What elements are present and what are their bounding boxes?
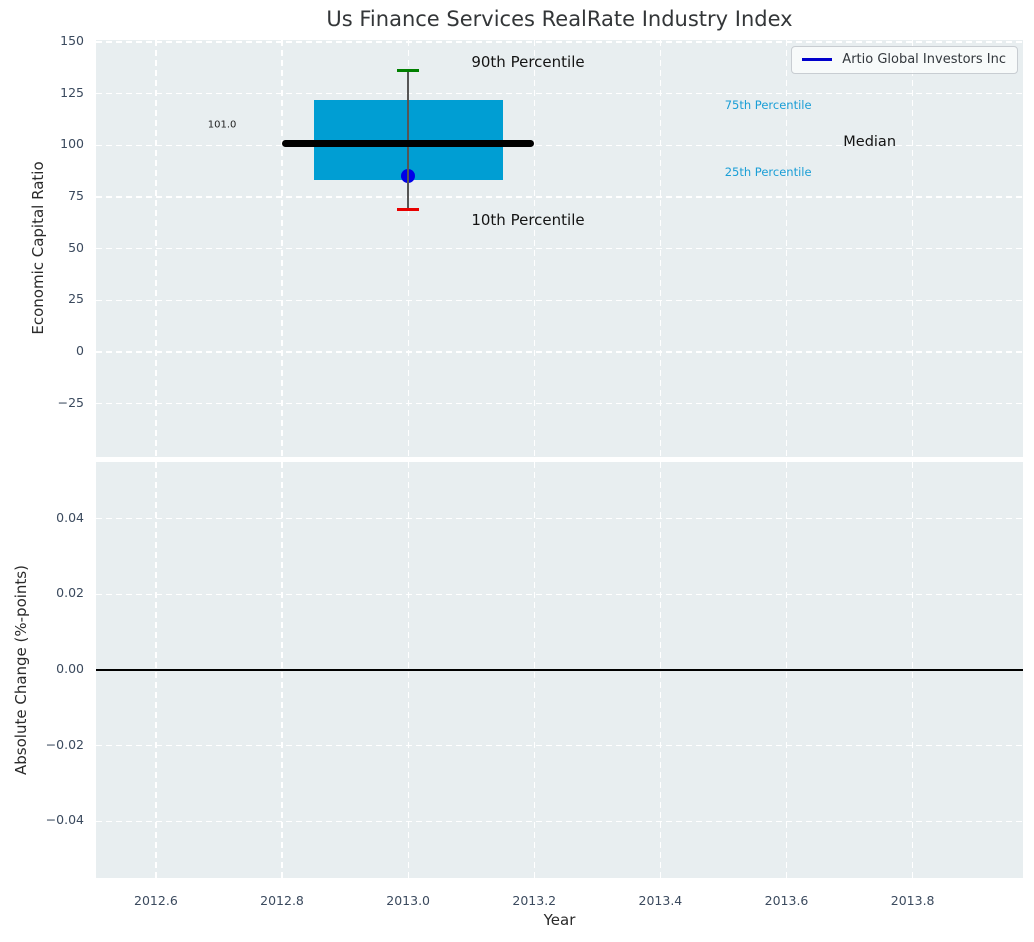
y-tick-label: −25: [57, 394, 84, 410]
gridline-vertical: [407, 40, 409, 457]
y-tick-label: 100: [60, 136, 84, 152]
x-tick-label: 2013.8: [890, 893, 935, 908]
median-line: [282, 139, 535, 147]
x-tick-label: 2013.2: [512, 893, 557, 908]
y-tick-label: 0.04: [56, 509, 84, 525]
y-tick-label: 25: [68, 291, 84, 307]
y-tick-label: 75: [68, 187, 84, 203]
y-tick-label: 0.00: [56, 661, 84, 676]
x-tick-label: 2013.0: [386, 893, 431, 908]
gridline-horizontal: [96, 744, 1023, 747]
gridline-horizontal: [96, 247, 1023, 250]
gridline-horizontal: [96, 402, 1023, 405]
whisker-cap-90th: [397, 69, 420, 73]
legend: Artio Global Investors Inc: [791, 46, 1018, 74]
y-tick-label: −0.04: [45, 812, 84, 828]
gridline-horizontal: [96, 593, 1023, 595]
gridline-vertical: [533, 40, 535, 457]
gridline-horizontal: [96, 41, 1023, 43]
annotation-75th-percentile: 75th Percentile: [724, 98, 812, 113]
legend-line-sample: [802, 58, 833, 61]
x-tick-label: 2013.4: [638, 893, 683, 908]
annotation-90th-percentile: 90th Percentile: [471, 53, 585, 72]
y-tick-label: 0.02: [56, 585, 84, 601]
x-tick-label: 2012.8: [260, 893, 304, 908]
gridline-horizontal: [96, 820, 1023, 822]
gridline-vertical: [659, 40, 662, 457]
annotation-median: Median: [843, 134, 897, 151]
annotation-101-0: 101.0: [207, 119, 237, 131]
y-tick-label: 0: [76, 342, 84, 358]
legend-label: Artio Global Investors Inc: [842, 52, 1006, 67]
gridline-horizontal: [96, 351, 1023, 353]
gridline-horizontal: [96, 144, 1023, 146]
gridline-vertical: [785, 40, 788, 457]
y-tick-label: 125: [60, 84, 84, 100]
x-axis-label: Year: [543, 911, 576, 929]
x-tick-label: 2012.6: [134, 893, 178, 908]
gridline-vertical: [155, 40, 157, 457]
x-tick-label: 2013.6: [764, 893, 809, 908]
gridline-horizontal: [96, 518, 1023, 520]
gridline-horizontal: [96, 93, 1023, 95]
gridline-vertical: [281, 40, 283, 457]
gridline-vertical: [911, 40, 914, 457]
whisker-cap-10th: [397, 207, 420, 211]
chart-title: Us Finance Services RealRate Industry In…: [326, 7, 793, 31]
y-tick-label: −0.02: [45, 736, 84, 752]
annotation-25th-percentile: 25th Percentile: [724, 165, 812, 180]
gridline-horizontal: [96, 196, 1023, 198]
annotation-10th-percentile: 10th Percentile: [471, 211, 585, 230]
zero-line: [96, 669, 1023, 671]
gridline-horizontal: [96, 299, 1023, 301]
y-tick-label: 50: [68, 239, 84, 255]
y-tick-label: 150: [60, 33, 84, 49]
